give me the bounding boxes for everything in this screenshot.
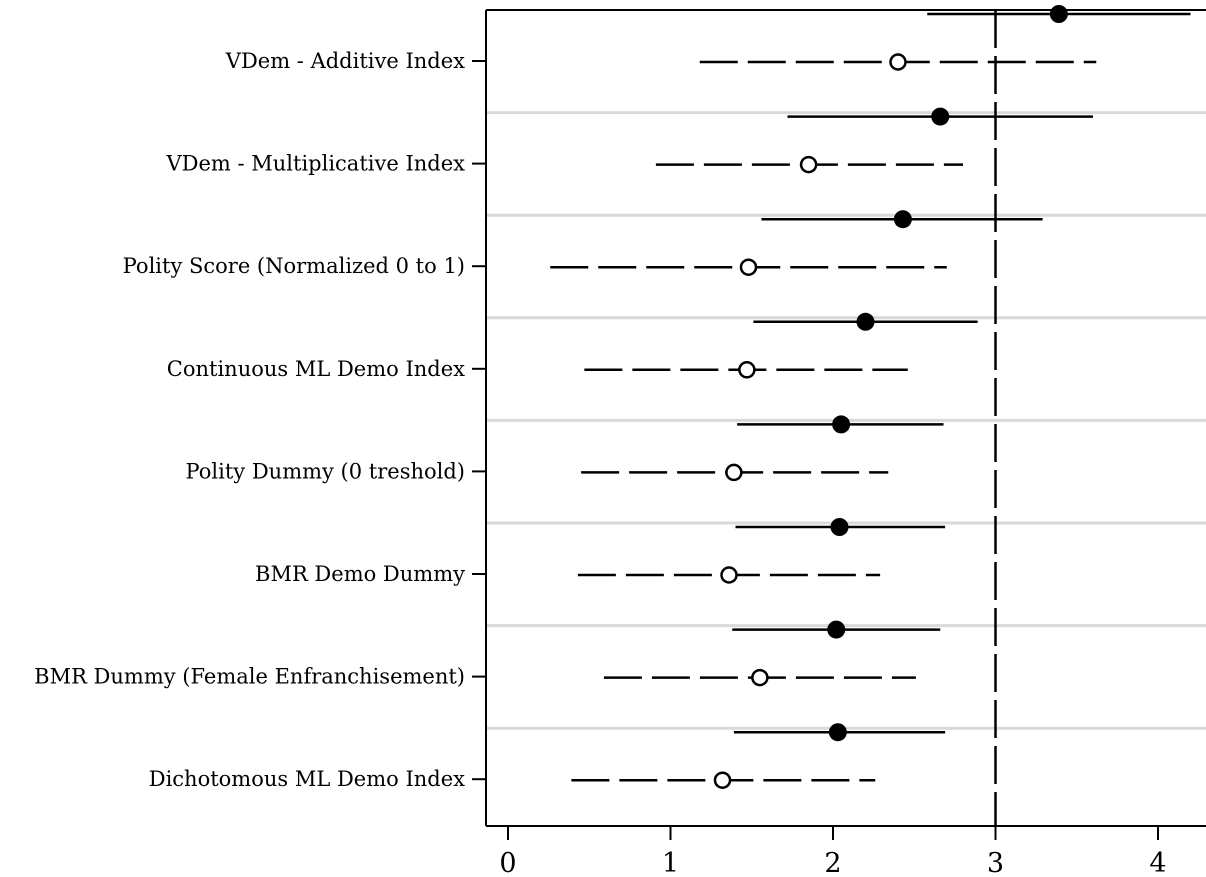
x-axis: 0 1 2 3 4 [499, 826, 1167, 877]
point-hollow [738, 361, 756, 379]
point-hollow [799, 155, 818, 174]
point-filled [893, 210, 912, 229]
category-label: VDem - Additive Index [225, 49, 465, 73]
point-filled [931, 107, 950, 126]
point-hollow [720, 566, 738, 584]
point-hollow [739, 258, 758, 276]
x-tick-label: 0 [499, 848, 516, 877]
y-axis: VDem - Additive Index VDem - Multiplicati… [34, 49, 486, 791]
x-tick-label: 1 [662, 848, 679, 877]
category-label: Dichotomous ML Demo Index [149, 767, 465, 791]
point-hollow [751, 668, 769, 687]
category-label: Polity Score (Normalized 0 to 1) [123, 254, 465, 278]
estimate-marks [550, 5, 1191, 789]
point-filled [856, 312, 875, 331]
plot-frame [485, 9, 1206, 827]
point-filled [832, 415, 851, 434]
point-filled [830, 518, 849, 536]
category-label: VDem - Multiplicative Index [165, 152, 465, 176]
x-tick-label: 2 [824, 848, 841, 877]
point-filled [828, 723, 847, 742]
category-label: Polity Dummy (0 treshold) [186, 459, 466, 483]
category-label: BMR Demo Dummy [255, 562, 465, 586]
point-hollow [725, 463, 743, 482]
x-tick-label: 4 [1149, 848, 1166, 877]
point-filled [1049, 5, 1068, 23]
point-hollow [889, 53, 907, 71]
category-label: Continuous ML Demo Index [167, 357, 465, 381]
point-filled [827, 620, 846, 639]
point-hollow [713, 771, 732, 789]
x-tick-label: 3 [987, 848, 1004, 877]
category-label: BMR Dummy (Female Enfranchisement) [34, 665, 465, 689]
